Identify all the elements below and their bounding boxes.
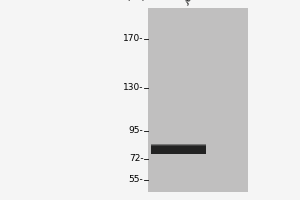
Text: 72-: 72- [129,154,143,163]
Text: Jurkat: Jurkat [183,0,208,6]
Text: 130-: 130- [123,83,143,92]
Text: (kD): (kD) [126,0,145,2]
Text: 55-: 55- [129,175,143,184]
Text: 170-: 170- [123,34,143,43]
Text: 95-: 95- [129,126,143,135]
